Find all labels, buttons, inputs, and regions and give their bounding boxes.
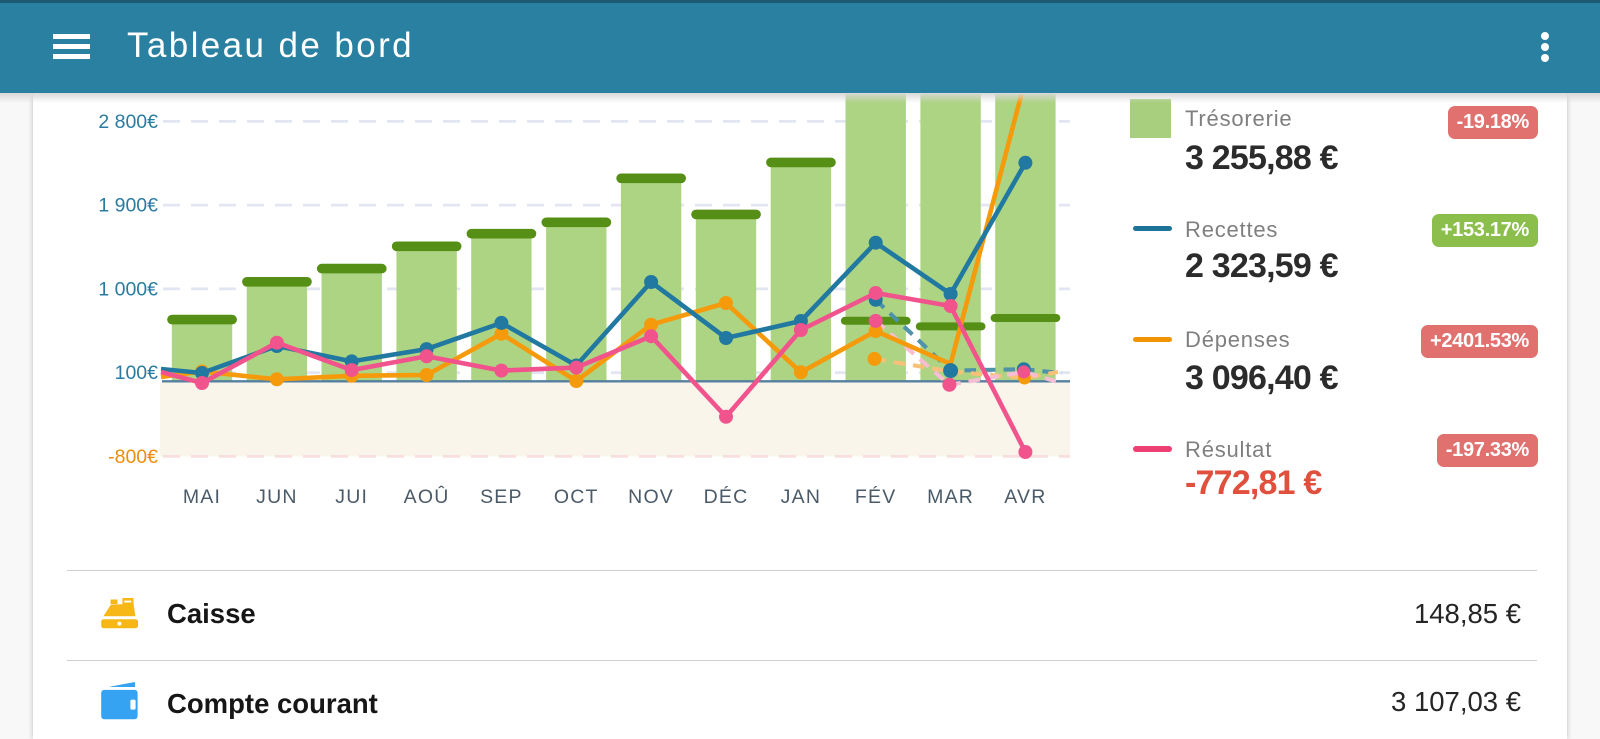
svg-text:OCT: OCT [554,486,599,508]
svg-text:JUI: JUI [335,486,368,508]
svg-text:100€: 100€ [115,362,159,384]
svg-text:FÉV: FÉV [855,485,897,508]
svg-text:NOV: NOV [628,486,674,508]
svg-text:DÉC: DÉC [704,485,749,508]
svg-text:1 000€: 1 000€ [98,278,158,300]
svg-text:MAI: MAI [183,486,221,508]
svg-text:JUN: JUN [256,486,298,508]
svg-text:AVR: AVR [1004,486,1046,508]
svg-text:MAR: MAR [927,486,974,508]
svg-text:1 900€: 1 900€ [98,195,158,217]
svg-text:JAN: JAN [781,486,821,508]
svg-text:SEP: SEP [480,486,523,508]
svg-text:-800€: -800€ [108,446,158,468]
svg-text:AOÛ: AOÛ [404,485,450,508]
svg-text:2 800€: 2 800€ [98,111,158,133]
